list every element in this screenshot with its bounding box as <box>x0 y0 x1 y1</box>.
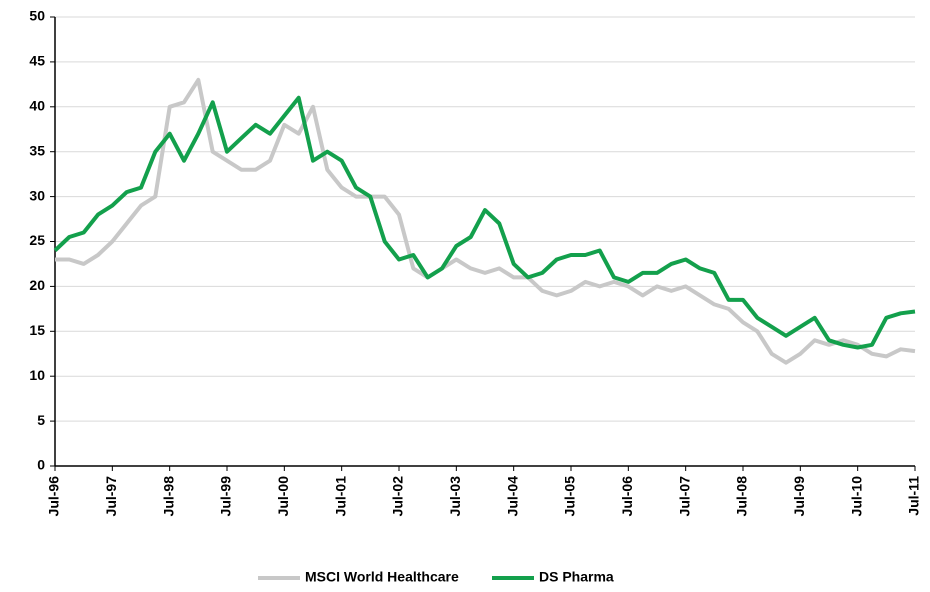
x-tick-label: Jul-04 <box>504 476 520 517</box>
x-tick-label: Jul-02 <box>390 476 406 517</box>
y-tick-label: 45 <box>29 53 45 69</box>
y-tick-label: 10 <box>29 367 45 383</box>
x-tick-label: Jul-09 <box>791 476 807 517</box>
y-tick-label: 15 <box>29 322 45 338</box>
y-tick-label: 35 <box>29 142 45 158</box>
x-tick-label: Jul-10 <box>848 476 864 517</box>
x-tick-label: Jul-01 <box>332 476 348 517</box>
x-tick-label: Jul-03 <box>447 476 463 517</box>
x-tick-label: Jul-06 <box>619 476 635 517</box>
x-tick-label: Jul-07 <box>676 476 692 517</box>
x-tick-label: Jul-96 <box>46 476 62 517</box>
x-tick-label: Jul-99 <box>218 476 234 517</box>
x-tick-label: Jul-97 <box>103 476 119 517</box>
y-tick-label: 40 <box>29 98 45 114</box>
y-tick-label: 30 <box>29 187 45 203</box>
legend-label: DS Pharma <box>539 569 614 585</box>
x-tick-label: Jul-05 <box>562 476 578 517</box>
legend-label: MSCI World Healthcare <box>305 569 459 585</box>
y-tick-label: 25 <box>29 232 45 248</box>
series-line <box>53 95 916 350</box>
series-line <box>55 77 916 365</box>
x-tick-label: Jul-11 <box>906 476 922 516</box>
x-tick-label: Jul-00 <box>275 476 291 517</box>
y-tick-label: 0 <box>37 457 45 473</box>
y-tick-label: 20 <box>29 277 45 293</box>
x-tick-label: Jul-98 <box>160 476 176 517</box>
x-tick-label: Jul-08 <box>734 476 750 517</box>
y-tick-label: 5 <box>37 412 45 428</box>
y-tick-label: 50 <box>29 8 45 24</box>
